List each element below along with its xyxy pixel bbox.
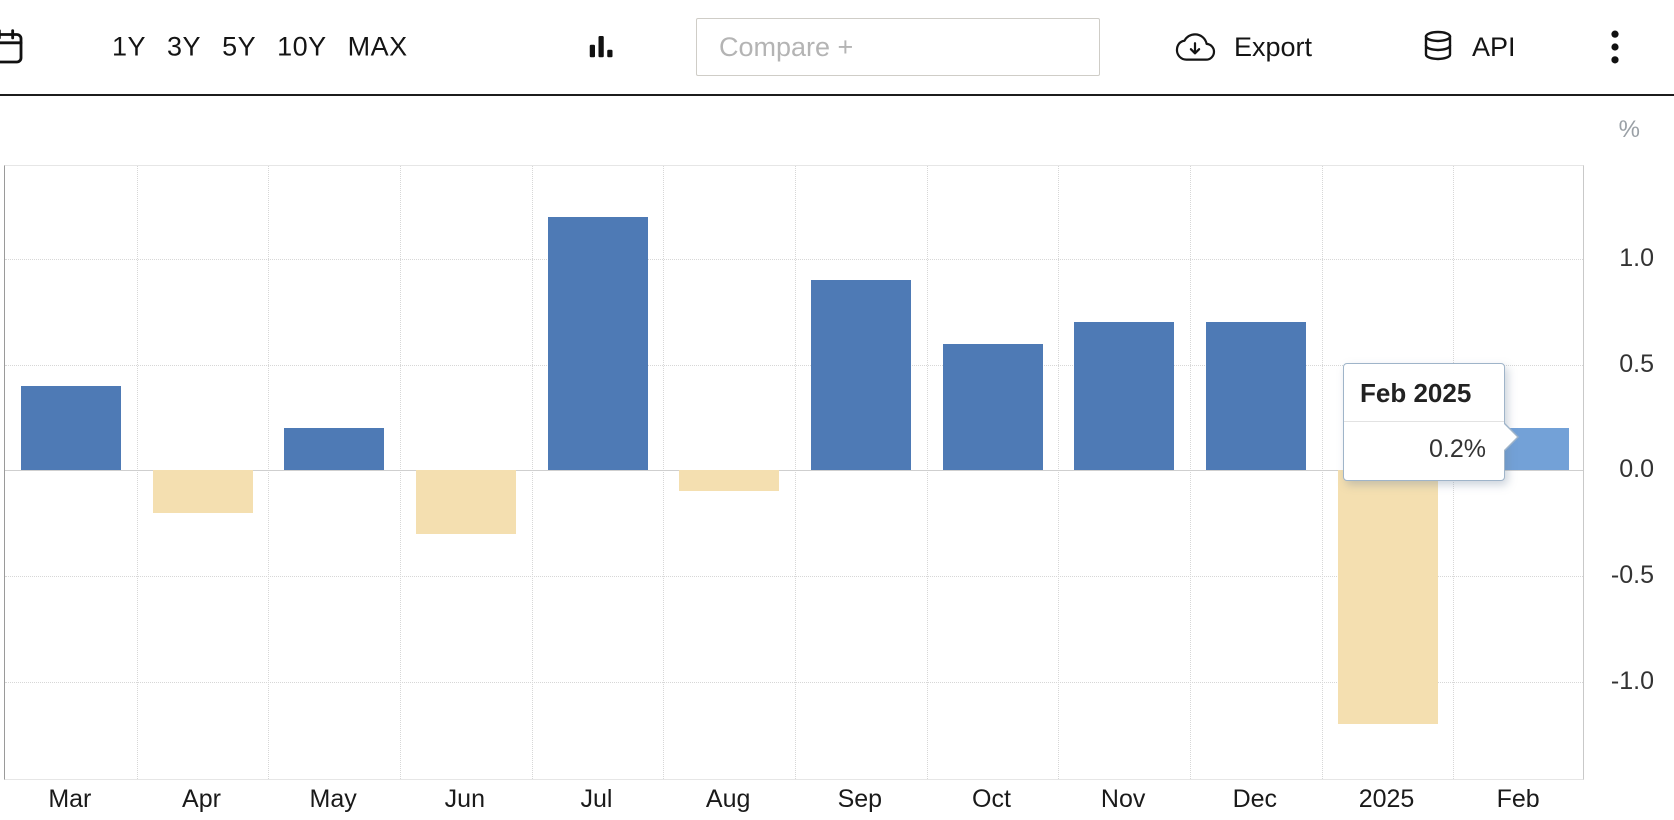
x-label-May: May (309, 785, 357, 813)
y-tick-label-0.0: 0.0 (1619, 455, 1654, 484)
v-gridline (1321, 166, 1323, 779)
bar-2025[interactable] (1337, 470, 1438, 724)
bar-Oct[interactable] (942, 343, 1043, 471)
more-menu-button[interactable] (1608, 29, 1622, 65)
v-gridline (663, 166, 665, 779)
bar-Sep[interactable] (810, 280, 911, 471)
cloud-download-icon (1175, 33, 1216, 61)
calendar-icon (0, 29, 23, 64)
export-button[interactable]: Export (1172, 28, 1312, 66)
bar-Jul[interactable] (547, 216, 648, 471)
range-button-max[interactable]: MAX (347, 31, 408, 62)
v-gridline (531, 166, 533, 779)
x-label-Jun: Jun (444, 785, 485, 813)
v-gridline (926, 166, 928, 779)
tooltip: Feb 2025 0.2% (1343, 363, 1519, 481)
v-gridline (136, 166, 138, 779)
x-label-Jul: Jul (580, 785, 613, 813)
bar-Aug[interactable] (679, 470, 780, 492)
v-gridline (1058, 166, 1060, 779)
toolbar: 1Y 3Y 5Y 10Y MAX Export (0, 0, 1674, 96)
database-icon (1424, 30, 1452, 61)
x-label-Apr: Apr (182, 785, 221, 813)
y-tick-label--1.0: -1.0 (1610, 666, 1654, 695)
tooltip-title: Feb 2025 (1344, 364, 1504, 422)
x-label-2025: 2025 (1358, 785, 1415, 813)
h-gridline (5, 681, 1583, 683)
x-label-Sep: Sep (837, 785, 883, 813)
api-button[interactable]: API (1420, 27, 1516, 67)
v-gridline (795, 166, 796, 779)
x-label-Feb: Feb (1496, 785, 1540, 813)
calendar-button[interactable] (0, 25, 26, 69)
x-axis-labels: Mar Apr May Jun Jul Aug Sep Oct Nov Dec 2025 Feb (4, 784, 1584, 816)
bar-Dec[interactable] (1205, 322, 1306, 471)
bar-Apr[interactable] (152, 470, 253, 513)
compare-input[interactable] (696, 18, 1100, 76)
v-gridline (1190, 166, 1191, 779)
h-gridline (5, 364, 1583, 366)
export-label: Export (1234, 31, 1313, 62)
range-button-10y[interactable]: 10Y (277, 31, 327, 62)
bar-May[interactable] (284, 428, 385, 471)
x-label-Mar: Mar (48, 785, 92, 813)
v-gridline (400, 166, 401, 779)
zero-line (5, 470, 1583, 472)
chart-type-button[interactable] (585, 31, 617, 63)
kebab-menu-icon (1611, 30, 1619, 64)
range-button-1y[interactable]: 1Y (112, 31, 147, 62)
bar-Jun[interactable] (415, 470, 516, 534)
y-tick-label--0.5: -0.5 (1610, 561, 1654, 589)
tooltip-value: 0.2% (1429, 435, 1486, 463)
y-tick-label-0.5: 0.5 (1619, 349, 1654, 378)
range-selector: 1Y 3Y 5Y 10Y MAX (112, 32, 408, 63)
y-axis-labels: 1.0 0.5 0.0 -0.5 -1.0 (1590, 165, 1658, 780)
y-tick-label-1.0: 1.0 (1619, 243, 1654, 272)
x-label-Oct: Oct (972, 785, 1011, 813)
v-gridline (268, 166, 270, 779)
h-gridline (5, 576, 1583, 577)
x-label-Dec: Dec (1232, 785, 1278, 813)
bar-Nov[interactable] (1074, 322, 1175, 471)
range-button-5y[interactable]: 5Y (222, 31, 257, 62)
x-label-Aug: Aug (705, 785, 751, 813)
x-label-Nov: Nov (1100, 785, 1146, 813)
chart-section: % 1.0 0.5 0.0 -0.5 -1.0 Mar Apr May Jun Jul Aug Se… (0, 98, 1674, 820)
bar-Mar[interactable] (20, 385, 121, 471)
api-label: API (1472, 31, 1516, 62)
h-gridline (5, 258, 1583, 260)
plot-area (4, 165, 1584, 780)
bar-chart-icon (589, 36, 613, 58)
range-button-3y[interactable]: 3Y (167, 31, 202, 62)
y-axis-unit-label: % (1618, 116, 1640, 143)
